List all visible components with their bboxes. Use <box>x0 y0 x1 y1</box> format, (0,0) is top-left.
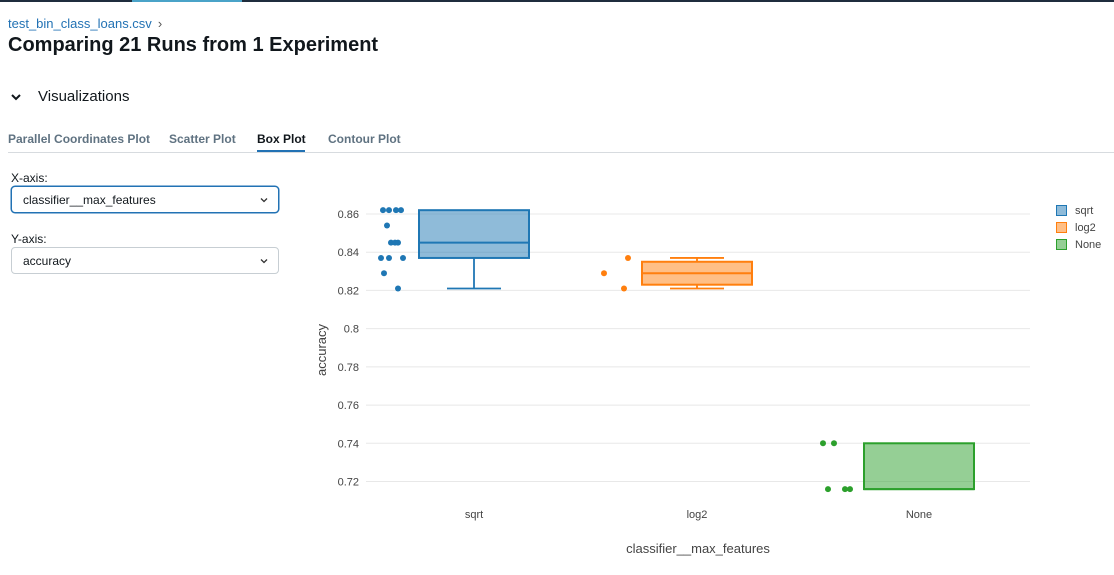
top-bar <box>0 0 1114 2</box>
y-tick-label: 0.84 <box>338 247 359 259</box>
x-tick-label: None <box>906 509 932 521</box>
none-box <box>863 442 975 491</box>
y-tick-label: 0.8 <box>344 324 359 336</box>
sqrt-data-point <box>400 254 406 261</box>
legend-swatch <box>1056 222 1067 233</box>
chevron-down-icon <box>11 93 21 100</box>
legend-label: None <box>1075 238 1102 251</box>
section-title: Visualizations <box>38 88 130 105</box>
y-tick-label: 0.82 <box>338 285 359 297</box>
tab-scatter-plot[interactable]: Scatter Plot <box>169 132 236 146</box>
box-plot-chart: 0.72 0.74 0.76 0.78 0.8 0.82 0.84 0.86 sqrt log2 N… <box>314 207 1030 556</box>
tab-contour-plot[interactable]: Contour Plot <box>328 132 401 146</box>
none-data-point <box>825 486 831 493</box>
y-tick-label: 0.86 <box>338 209 359 221</box>
sqrt-box <box>418 209 530 259</box>
page-title: Comparing 21 Runs from 1 Experiment <box>8 34 379 56</box>
sqrt-data-point <box>395 285 401 292</box>
legend-label: sqrt <box>1075 204 1094 217</box>
x-tick-label: log2 <box>687 509 708 521</box>
breadcrumb: test_bin_class_loans.csv › <box>8 16 162 31</box>
sqrt-data-point <box>386 207 392 214</box>
breadcrumb-separator: › <box>157 16 163 31</box>
y-tick-label: 0.76 <box>338 400 359 412</box>
chevron-down-icon <box>260 259 268 264</box>
log2-data-point <box>621 285 627 292</box>
none-data-point <box>842 486 848 493</box>
active-tab-indicator <box>257 150 305 152</box>
top-bar-accent <box>132 0 242 2</box>
sqrt-data-point <box>395 239 401 246</box>
x-tick-label: sqrt <box>465 509 483 521</box>
y-axis-title: accuracy <box>314 323 329 376</box>
tab-parallel-coordinates-plot[interactable]: Parallel Coordinates Plot <box>8 132 151 146</box>
sqrt-data-point <box>386 254 392 261</box>
visualizations-section-toggle[interactable]: Visualizations <box>8 88 129 105</box>
legend-label: log2 <box>1075 221 1096 234</box>
sqrt-data-point <box>384 222 390 229</box>
chart-legend: sqrt log2 None <box>1056 202 1101 253</box>
y-tick-label: 0.74 <box>338 438 359 450</box>
legend-swatch <box>1056 205 1067 216</box>
sqrt-data-point <box>378 254 384 261</box>
y-axis-select[interactable]: accuracy <box>11 247 279 274</box>
x-axis-title: classifier__max_features <box>626 541 770 556</box>
x-axis-label: X-axis: <box>11 171 48 185</box>
y-axis-label: Y-axis: <box>11 232 47 246</box>
y-axis-select-value: accuracy <box>23 253 72 268</box>
sqrt-data-point <box>398 207 404 214</box>
sqrt-data-point <box>380 207 386 214</box>
sqrt-data-point <box>393 207 399 214</box>
plot-tabs: Parallel Coordinates Plot Scatter Plot B… <box>8 128 1114 153</box>
log2-data-point <box>601 270 607 277</box>
legend-item-sqrt[interactable]: sqrt <box>1056 202 1101 219</box>
chevron-down-icon <box>260 198 268 203</box>
none-data-point <box>847 486 853 493</box>
x-axis-select-value: classifier__max_features <box>23 192 156 207</box>
log2-data-point <box>625 254 631 261</box>
legend-item-none[interactable]: None <box>1056 236 1101 253</box>
breadcrumb-experiment-link[interactable]: test_bin_class_loans.csv <box>8 16 152 31</box>
tab-box-plot[interactable]: Box Plot <box>257 132 306 146</box>
legend-swatch <box>1056 239 1067 250</box>
legend-item-log2[interactable]: log2 <box>1056 219 1101 236</box>
none-data-point <box>820 440 826 447</box>
y-tick-label: 0.72 <box>338 477 359 489</box>
y-tick-label: 0.78 <box>338 362 359 374</box>
none-data-point <box>831 440 837 447</box>
sqrt-data-point <box>381 270 387 277</box>
x-axis-select[interactable]: classifier__max_features <box>11 186 279 213</box>
